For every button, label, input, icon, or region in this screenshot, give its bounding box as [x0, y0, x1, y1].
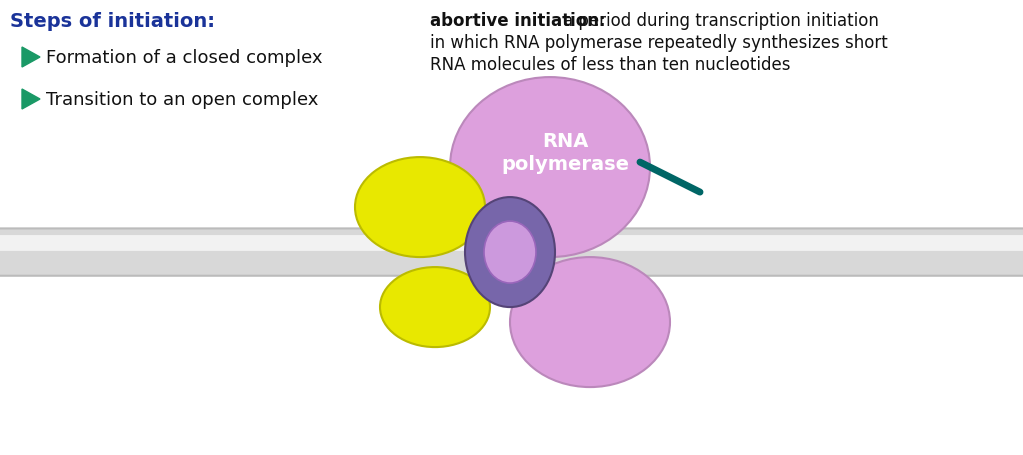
- Ellipse shape: [510, 258, 670, 387]
- Ellipse shape: [380, 268, 490, 347]
- Text: Formation of a closed complex: Formation of a closed complex: [46, 49, 322, 67]
- Text: in which RNA polymerase repeatedly synthesizes short: in which RNA polymerase repeatedly synth…: [430, 34, 888, 52]
- Polygon shape: [23, 48, 40, 68]
- Text: Transition to an open complex: Transition to an open complex: [46, 91, 318, 109]
- FancyBboxPatch shape: [0, 229, 1023, 276]
- Ellipse shape: [355, 158, 485, 258]
- Text: RNA
polymerase: RNA polymerase: [501, 131, 629, 174]
- Text: Steps of initiation:: Steps of initiation:: [10, 12, 215, 31]
- Text: RNA molecules of less than ten nucleotides: RNA molecules of less than ten nucleotid…: [430, 56, 791, 74]
- Text: a period during transcription initiation: a period during transcription initiation: [563, 12, 879, 30]
- FancyBboxPatch shape: [0, 236, 1023, 251]
- Text: abortive initiation:: abortive initiation:: [430, 12, 606, 30]
- Polygon shape: [23, 90, 40, 110]
- Ellipse shape: [465, 197, 555, 308]
- Ellipse shape: [484, 222, 536, 283]
- Ellipse shape: [450, 78, 650, 258]
